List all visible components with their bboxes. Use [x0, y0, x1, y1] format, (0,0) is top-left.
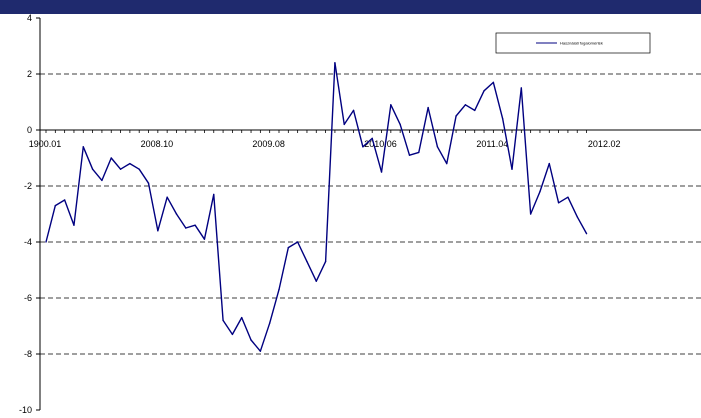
- y-tick-label: -8: [24, 349, 32, 359]
- y-tick-label: -6: [24, 293, 32, 303]
- series-line-segment: [185, 224, 196, 229]
- x-tick-label: 2012.02: [588, 139, 621, 149]
- series-line-segment: [408, 151, 420, 156]
- series-line-segment: [138, 168, 150, 184]
- series-line-segment: [63, 199, 75, 226]
- series-line-segment: [446, 115, 457, 165]
- series-line-segment: [324, 62, 336, 263]
- series-line-segment: [455, 104, 467, 117]
- legend-label: Használati fogalomérték: [560, 41, 603, 46]
- series-line-segment: [362, 137, 373, 148]
- series-line-segment: [315, 260, 327, 282]
- series-line-segment: [474, 90, 485, 112]
- series-line-segment: [73, 146, 84, 226]
- y-tick-label: -4: [24, 237, 32, 247]
- series-line-segment: [129, 162, 140, 170]
- series-line-segment: [166, 196, 178, 215]
- x-tick-label: 1900.01: [29, 139, 62, 149]
- series-line-segment: [399, 123, 411, 156]
- series-line-segment: [250, 339, 262, 352]
- legend-box: [495, 32, 651, 54]
- series-line-segment: [175, 213, 187, 229]
- series-line-segment: [343, 109, 355, 126]
- grid-lines: [40, 73, 701, 355]
- series-line-segment: [539, 162, 550, 193]
- series-line-segment: [352, 109, 364, 148]
- series-line-segment: [110, 157, 122, 170]
- series-line-segment: [119, 162, 131, 170]
- series-line-segment: [194, 224, 206, 240]
- y-axis: 4 2 0 -2 -4 -6 -8 -10: [19, 13, 41, 415]
- series-line-segment: [380, 104, 392, 173]
- y-tick-label: -2: [24, 181, 32, 191]
- x-tick-label: 2010.06: [364, 139, 397, 149]
- series-line-segment: [82, 146, 94, 170]
- y-tick-label: 2: [27, 69, 32, 79]
- series-line-segment: [464, 104, 476, 112]
- y-tick-label: 4: [27, 13, 32, 23]
- legend: Használati fogalomérték: [495, 32, 651, 54]
- series-line-segment: [520, 87, 532, 215]
- series-line-segment: [371, 137, 383, 173]
- y-tick-label: 0: [27, 125, 32, 135]
- series-line-segment: [45, 204, 57, 243]
- series-line-segment: [147, 182, 159, 232]
- series-line-segment: [296, 241, 308, 263]
- series-line-segment: [241, 316, 252, 341]
- top-banner: [0, 0, 701, 14]
- y-tick-label: -10: [19, 405, 32, 415]
- series-line-segment: [222, 319, 234, 336]
- series-lines: [45, 62, 588, 352]
- series-line-segment: [548, 162, 560, 204]
- series-line-segment: [576, 216, 588, 235]
- series-line-segment: [483, 81, 495, 92]
- series-line-segment: [259, 322, 271, 352]
- series-line-segment: [203, 193, 215, 240]
- x-tick-label: 2009.08: [252, 139, 285, 149]
- series-line-segment: [91, 168, 103, 182]
- series-line-segment: [101, 157, 112, 182]
- series-line-segment: [418, 106, 429, 154]
- series-line-segment: [278, 246, 290, 291]
- series-line-segment: [334, 62, 345, 126]
- series-line-segment: [390, 104, 401, 126]
- series-line-segment: [54, 199, 66, 207]
- series-line-segment: [436, 146, 448, 165]
- series-line-segment: [287, 241, 299, 249]
- series-line-segment: [511, 87, 523, 170]
- x-axis: 1900.01 2008.10 2009.08 2010.06 2011.04 2012.…: [29, 129, 701, 149]
- series-line-segment: [557, 196, 569, 204]
- x-tick-label: 2011.04: [476, 139, 508, 149]
- series-line-segment: [213, 193, 224, 322]
- series-line-segment: [231, 316, 243, 336]
- series-line-segment: [157, 196, 168, 232]
- series-line-segment: [501, 118, 513, 170]
- x-tick-label: 2008.10: [141, 139, 174, 149]
- series-line-segment: [306, 260, 317, 282]
- series-line-segment: [567, 196, 578, 218]
- series-line-segment: [492, 81, 504, 120]
- series-line-segment: [529, 190, 541, 215]
- series-line-segment: [268, 288, 280, 324]
- series-line-segment: [427, 106, 439, 148]
